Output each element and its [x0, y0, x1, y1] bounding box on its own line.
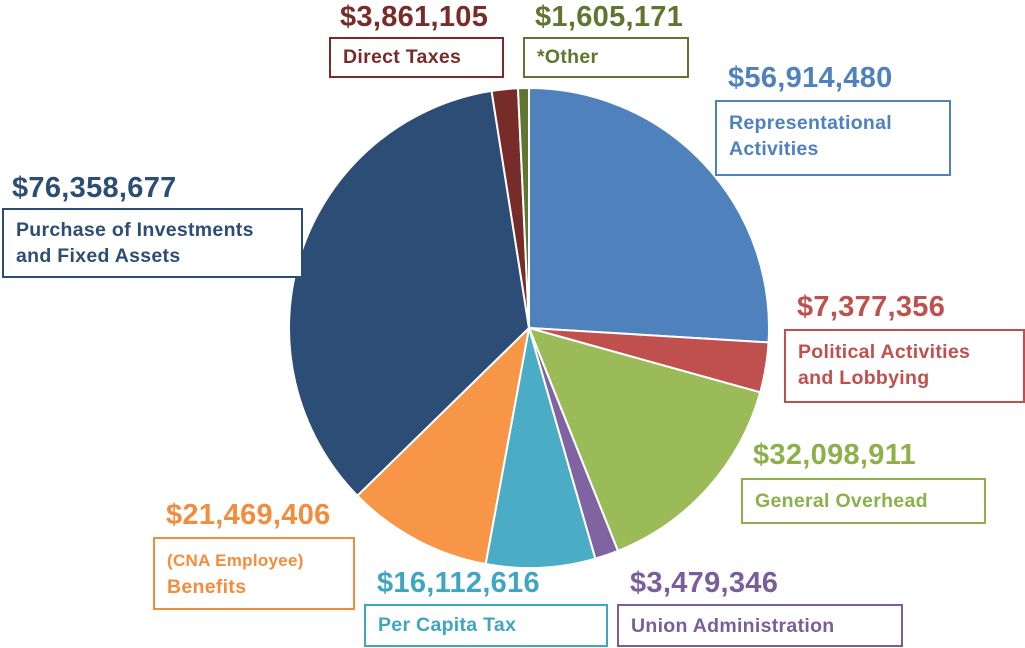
pie-slice-general-overhead — [527, 326, 762, 553]
value-label-per-capita: $16,112,616 — [377, 567, 540, 599]
category-label-per-capita: Per Capita Tax — [364, 604, 608, 647]
value-label-benefits: $21,469,406 — [166, 499, 331, 531]
label-text: Per Capita Tax — [378, 614, 517, 636]
value-label-other: $1,605,171 — [535, 1, 684, 33]
category-label-direct-taxes: Direct Taxes — [329, 37, 504, 78]
value-label-direct-taxes: $3,861,105 — [340, 1, 489, 33]
label-text: Representational Activities — [729, 112, 893, 160]
category-label-purchase: Purchase of Investments and Fixed Assets — [2, 208, 303, 278]
label-text: General Overhead — [755, 490, 928, 512]
category-label-union-administration: Union Administration — [617, 604, 903, 647]
label-text: Political Activities and Lobbying — [798, 341, 971, 389]
label-text-small: (CNA Employee) — [167, 551, 304, 570]
category-label-other: *Other — [523, 37, 689, 78]
category-label-benefits: (CNA Employee) Benefits — [153, 537, 355, 610]
pie-slice-representational — [528, 86, 770, 344]
category-label-political: Political Activities and Lobbying — [784, 329, 1025, 403]
value-label-general-overhead: $32,098,911 — [753, 439, 916, 471]
label-text: Benefits — [167, 576, 247, 598]
pie-slice-per-capita — [484, 327, 597, 569]
value-label-representational: $56,914,480 — [728, 62, 893, 94]
category-label-general-overhead: General Overhead — [741, 478, 986, 524]
pie-slice-other — [516, 86, 530, 329]
label-text: Purchase of Investments and Fixed Assets — [16, 219, 254, 267]
label-text: *Other — [537, 46, 599, 68]
label-text: Union Administration — [631, 615, 835, 637]
value-label-political: $7,377,356 — [797, 291, 946, 323]
value-label-purchase: $76,358,677 — [12, 172, 177, 204]
value-label-union-administration: $3,479,346 — [630, 567, 779, 599]
category-label-representational: Representational Activities — [715, 100, 951, 176]
label-text: Direct Taxes — [343, 46, 462, 68]
pie-slice-benefits — [355, 325, 531, 566]
